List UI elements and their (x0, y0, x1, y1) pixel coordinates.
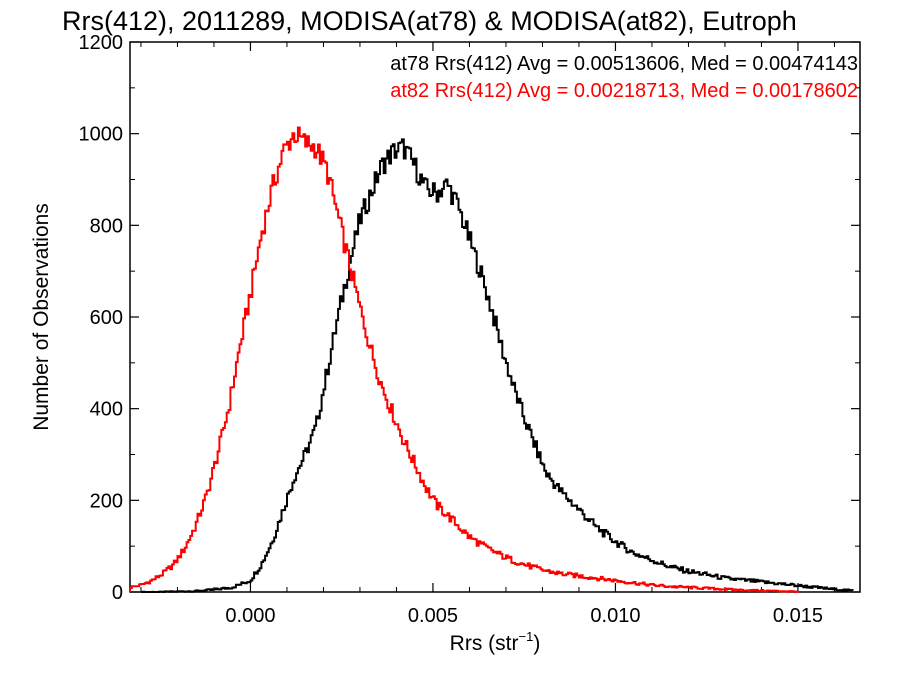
x-axis-label-main: Rrs (str (450, 632, 519, 655)
y-tick-label: 200 (90, 490, 123, 512)
y-axis: 0 200 400 600 800 1000 1200 (79, 32, 860, 604)
x-tick-label: 0.005 (408, 605, 458, 627)
x-axis-label: Rrs (str−1) (450, 629, 541, 655)
series-layer (129, 126, 854, 593)
x-tick-label: 0.010 (590, 605, 640, 627)
y-tick-label: 1000 (79, 124, 124, 146)
legend-at78: at78 Rrs(412) Avg = 0.00513606, Med = 0.… (390, 53, 858, 75)
y-tick-label: 600 (90, 307, 123, 329)
y-tick-label: 800 (90, 215, 123, 237)
y-tick-label: 400 (90, 399, 123, 421)
y-tick-label: 1200 (79, 32, 124, 54)
x-axis-label-sup: −1 (519, 629, 534, 644)
x-tick-label: 0.000 (225, 605, 275, 627)
series-line-at78 (140, 138, 854, 593)
x-axis: 0.000 0.005 0.010 0.015 (140, 42, 835, 627)
legend-at82: at82 Rrs(412) Avg = 0.00218713, Med = 0.… (390, 80, 858, 102)
series-line-at82 (129, 126, 799, 593)
y-tick-label: 0 (112, 582, 123, 604)
chart-title: Rrs(412), 2011289, MODISA(at78) & MODISA… (62, 6, 797, 36)
x-axis-label-close: ) (533, 632, 540, 655)
y-axis-label: Number of Observations (30, 203, 53, 431)
x-tick-label: 0.015 (773, 605, 823, 627)
